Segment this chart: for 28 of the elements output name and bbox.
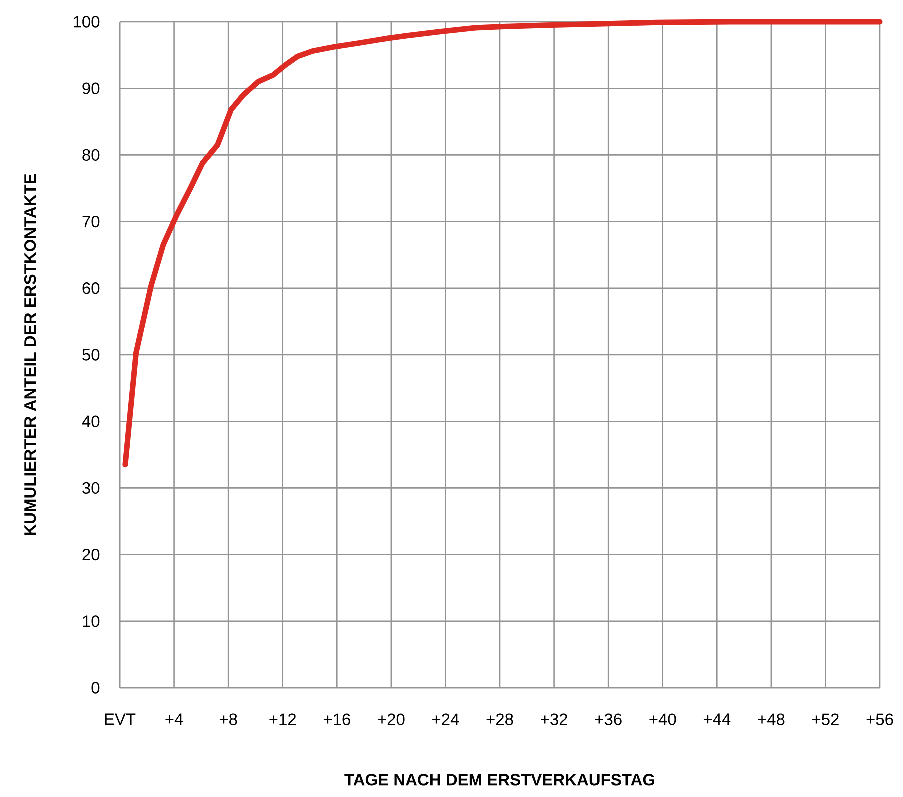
y-tick-label: 80 — [82, 149, 100, 162]
y-tick-label: 70 — [82, 216, 100, 228]
y-tick-label: 90 — [82, 82, 100, 94]
x-tick-label: +12 — [270, 714, 296, 726]
x-tick-label: +44 — [704, 714, 731, 726]
x-tick-label: +28 — [486, 714, 514, 726]
y-tick-label: 60 — [82, 282, 100, 294]
y-tick-label: 30 — [82, 482, 100, 494]
y-tick-label: 40 — [82, 416, 100, 428]
x-tick-label: +32 — [541, 714, 568, 726]
y-axis-title: KUMULIERTER ANTEIL DER ERSTKONTAKTE — [24, 174, 36, 536]
x-tick-label: +40 — [650, 714, 676, 726]
x-tick-label: +24 — [432, 714, 460, 726]
x-tick-label: +4 — [166, 714, 184, 726]
y-tick-label: 0 — [92, 682, 100, 694]
x-axis-title: TAGE NACH DEM ERSTVERKAUFSTAG — [344, 774, 655, 786]
x-tick-label: EVT — [105, 714, 136, 726]
y-tick-label: 10 — [83, 616, 100, 628]
x-tick-label: +48 — [758, 714, 785, 726]
x-tick-label: +52 — [812, 714, 839, 726]
x-tick-label: +56 — [866, 714, 894, 726]
y-tick-label: 100 — [74, 16, 100, 28]
y-tick-label: 50 — [82, 349, 100, 361]
x-tick-label: +8 — [220, 714, 238, 726]
x-tick-label: +36 — [595, 714, 622, 726]
x-tick-label: +16 — [324, 714, 350, 726]
y-tick-label: 20 — [82, 548, 100, 561]
x-tick-label: +20 — [378, 714, 405, 726]
